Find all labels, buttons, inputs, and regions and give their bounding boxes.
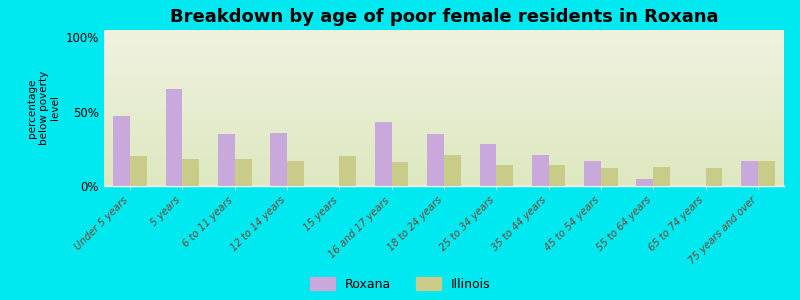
Bar (496, 165, 513, 186)
Y-axis label: percentage
below poverty
level: percentage below poverty level (27, 71, 60, 145)
Bar (392, 162, 409, 186)
Bar (444, 155, 461, 186)
Bar (234, 159, 251, 186)
Bar (479, 144, 496, 186)
Bar (706, 168, 722, 186)
Bar (270, 133, 287, 186)
Bar (427, 134, 444, 186)
Bar (287, 161, 304, 186)
Bar (654, 167, 670, 186)
Bar (130, 156, 147, 186)
Bar (114, 116, 130, 186)
Title: Breakdown by age of poor female residents in Roxana: Breakdown by age of poor female resident… (170, 8, 718, 26)
Bar (532, 155, 549, 186)
Bar (758, 161, 774, 186)
Bar (741, 161, 758, 186)
Bar (637, 178, 654, 186)
Bar (182, 159, 199, 186)
Bar (584, 161, 601, 186)
Bar (166, 89, 182, 186)
Legend: Roxana, Illinois: Roxana, Illinois (310, 277, 490, 291)
Bar (218, 134, 234, 186)
Bar (601, 168, 618, 186)
Bar (549, 165, 566, 186)
Bar (339, 156, 356, 186)
Bar (375, 122, 392, 186)
